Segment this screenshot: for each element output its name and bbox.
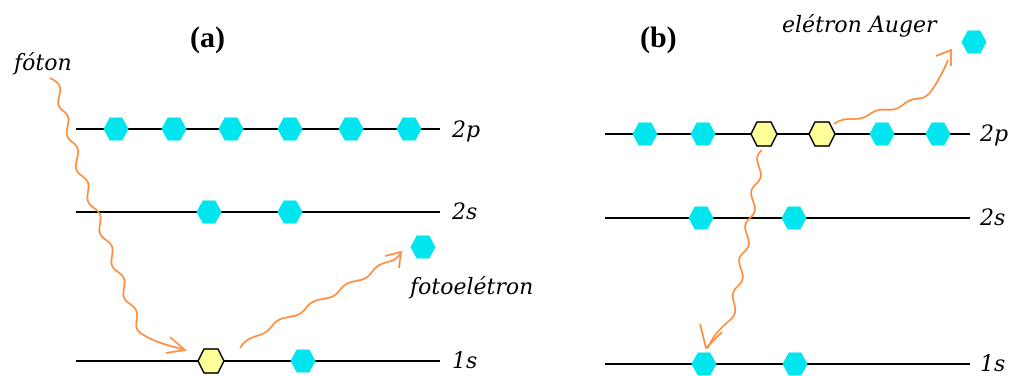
electron-2p-a-1	[103, 117, 129, 141]
photon-label: fóton	[12, 51, 72, 76]
photoelectron-wave	[239, 253, 401, 349]
electron-2p-a-3	[218, 117, 244, 141]
transition-arrowhead	[699, 323, 723, 350]
electron-1s-b-2	[782, 352, 808, 376]
ejected-photoelectron	[410, 235, 436, 259]
electron-2p-b-3	[869, 122, 895, 146]
electron-2p-b-1	[632, 122, 658, 146]
level-label-2s-a: 2s	[451, 200, 477, 225]
electron-2p-b-2	[690, 122, 716, 146]
auger-electron-label: elétron Auger	[782, 13, 938, 38]
level-label-2s-b: 2s	[979, 206, 1005, 231]
auger-arrowhead	[935, 48, 952, 66]
hole-2p-b-2	[808, 121, 836, 147]
panel-a: (a) fóton 2p 2s 1s fotoelétron	[12, 21, 533, 374]
electron-2s-a-2	[277, 200, 303, 224]
hole-1s-a	[197, 348, 225, 374]
ejected-auger-electron	[961, 30, 987, 54]
auger-wave	[833, 59, 949, 125]
transition-wave	[707, 149, 763, 349]
electron-2p-a-2	[161, 117, 187, 141]
photoelectron-label: fotoelétron	[408, 275, 533, 300]
electron-2s-b-1	[688, 206, 714, 230]
photon-arrowhead-a	[165, 336, 188, 354]
incoming-photon-wave	[49, 77, 183, 350]
level-label-2p-b: 2p	[979, 122, 1008, 147]
electron-1s-a	[290, 349, 316, 373]
electron-2p-a-5	[338, 117, 364, 141]
electron-2p-b-4	[925, 122, 951, 146]
level-label-1s-a: 1s	[452, 349, 477, 374]
electron-1s-b-1	[691, 352, 717, 376]
electron-2p-a-6	[396, 117, 422, 141]
electron-2p-a-4	[277, 117, 303, 141]
photoelectron-arrowhead	[384, 250, 403, 269]
panel-b: (b) elétron Auger 2p 2s 1s	[605, 13, 1008, 376]
panel-b-title: (b)	[640, 21, 677, 54]
hole-2p-b-1	[750, 121, 778, 147]
electron-2s-b-2	[781, 206, 807, 230]
level-label-1s-b: 1s	[980, 352, 1005, 376]
panel-a-title: (a)	[190, 21, 225, 54]
electron-2s-a-1	[196, 200, 222, 224]
level-label-2p-a: 2p	[451, 118, 480, 143]
